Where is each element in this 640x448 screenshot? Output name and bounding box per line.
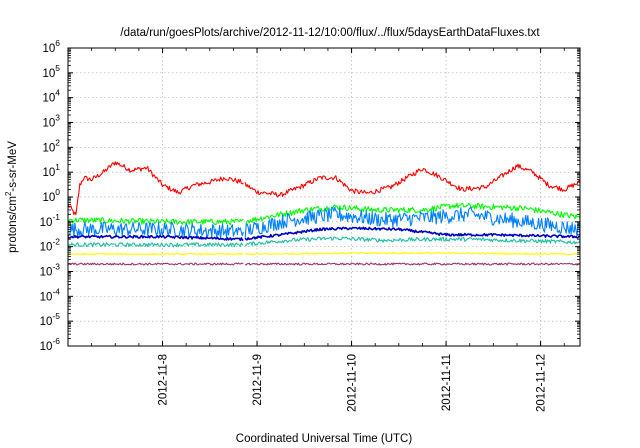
y-tick-label: 10-3 bbox=[40, 262, 61, 279]
series-layer bbox=[68, 161, 580, 266]
x-axis-label: Coordinated Universal Time (UTC) bbox=[236, 433, 413, 445]
series-line-5 bbox=[68, 234, 244, 242]
series-line-5 bbox=[244, 226, 580, 241]
series-line-1 bbox=[68, 161, 244, 216]
y-axis-label-base: protons/cm bbox=[7, 196, 19, 253]
x-tick-label: 2012-11-11 bbox=[441, 354, 453, 411]
series-line-6 bbox=[244, 251, 580, 256]
y-axis: 10-6 10-5 10-4 10-3 10-2 10-1 100 101 102 103 104 1… bbox=[40, 38, 580, 353]
series-line-4 bbox=[68, 242, 244, 248]
series-line-7 bbox=[244, 262, 580, 266]
y-axis-label-rest: -s-sr-MeV bbox=[7, 141, 19, 192]
y-tick-label: 103 bbox=[42, 113, 60, 130]
x-tick-label: 2012-11-12 bbox=[536, 354, 548, 412]
y-tick-label: 10-5 bbox=[40, 311, 61, 328]
grid-lines bbox=[68, 48, 580, 346]
y-tick-label: 102 bbox=[42, 137, 60, 154]
y-tick-label: 106 bbox=[42, 38, 60, 55]
y-tick-label: 100 bbox=[42, 187, 60, 204]
series-line-3 bbox=[244, 206, 580, 238]
y-axis-label-sup: 2 bbox=[4, 191, 13, 196]
x-tick-label: 2012-11-8 bbox=[158, 354, 170, 406]
y-tick-label: 104 bbox=[42, 88, 60, 105]
y-tick-label: 10-4 bbox=[40, 286, 61, 303]
series-line-2 bbox=[245, 202, 580, 225]
series-line-1 bbox=[244, 163, 580, 198]
x-axis: 2012-11-8 2012-11-9 2012-11-10 2012-11-11 20… bbox=[67, 48, 565, 412]
series-line-3 bbox=[68, 221, 244, 239]
series-line-4 bbox=[244, 236, 580, 247]
series-line-2 bbox=[68, 217, 244, 226]
y-axis-label: protons/cm2-s-sr-MeV bbox=[4, 141, 19, 253]
y-tick-label: 101 bbox=[42, 162, 60, 179]
series-line-7 bbox=[68, 262, 244, 266]
x-tick-label: 2012-11-9 bbox=[252, 354, 264, 406]
chart-title: /data/run/goesPlots/archive/2012-11-12/1… bbox=[120, 27, 540, 39]
series-line-6 bbox=[68, 252, 244, 256]
y-tick-label: 10-2 bbox=[40, 237, 61, 254]
y-tick-label: 10-1 bbox=[40, 212, 61, 229]
y-tick-label: 10-6 bbox=[40, 336, 61, 353]
y-tick-label: 105 bbox=[42, 63, 60, 80]
x-tick-label: 2012-11-10 bbox=[347, 354, 359, 412]
